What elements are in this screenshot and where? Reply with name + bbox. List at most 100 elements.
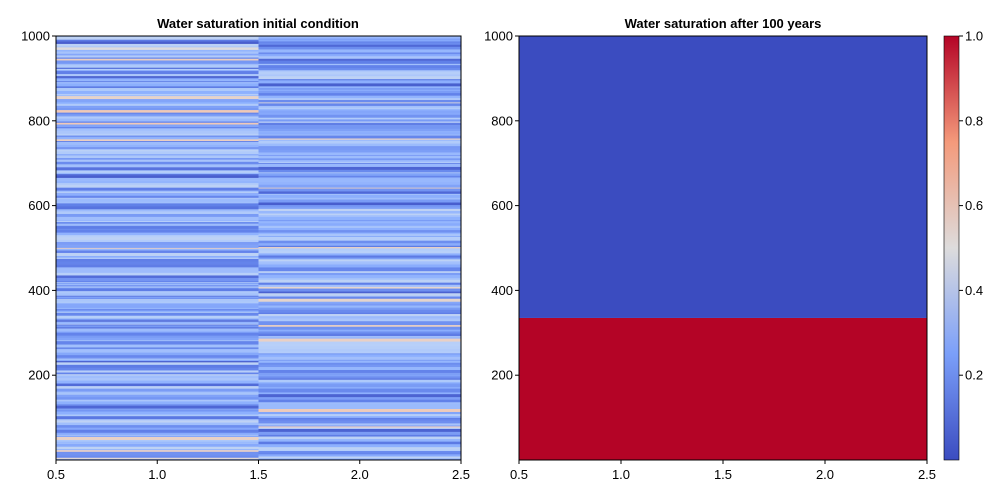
heatmap-layer-cell — [56, 98, 259, 102]
heatmap-layer-cell — [258, 372, 462, 376]
heatmap-layer-cell — [258, 210, 462, 214]
heatmap-layer-cell — [258, 130, 462, 133]
heatmap-layer-cell — [56, 436, 259, 440]
heatmap-layer-cell — [56, 354, 259, 358]
heatmap-layer-cell — [258, 270, 462, 273]
heatmap-layer-cell — [258, 44, 462, 47]
heatmap-layer-cell — [258, 417, 462, 419]
heatmap-layer-cell — [258, 227, 462, 231]
heatmap-layer-cell — [258, 225, 462, 228]
heatmap-layer-cell — [258, 58, 462, 61]
heatmap-layer-cell — [56, 393, 259, 395]
heatmap-layer-cell — [258, 191, 462, 193]
heatmap-layer-cell — [258, 364, 462, 368]
heatmap-layer-cell — [258, 338, 462, 342]
heatmap-layer-cell — [56, 109, 259, 113]
heatmap-layer-cell — [258, 295, 462, 297]
heatmap-layer-cell — [56, 236, 259, 240]
heatmap-layer-cell — [56, 360, 259, 363]
left-y-tick-label: 800 — [28, 113, 50, 128]
heatmap-layer-cell — [56, 177, 259, 181]
heatmap-layer-cell — [56, 448, 259, 451]
heatmap-layer-cell — [56, 295, 259, 297]
heatmap-layer-cell — [56, 377, 259, 381]
heatmap-layer-cell — [258, 163, 462, 167]
heatmap-layer-cell — [56, 201, 259, 204]
heatmap-layer-cell — [56, 187, 259, 191]
heatmap-layer-cell — [56, 439, 259, 442]
right-y-tick-label: 400 — [491, 283, 513, 298]
heatmap-layer-cell — [56, 337, 259, 341]
heatmap-layer-cell — [56, 408, 259, 410]
heatmap-layer-cell — [258, 320, 462, 324]
heatmap-layer-cell — [258, 150, 462, 153]
heatmap-layer-cell — [56, 277, 259, 281]
heatmap-layer-cell — [258, 229, 462, 233]
heatmap-layer-cell — [258, 214, 462, 217]
heatmap-layer-cell — [56, 206, 259, 210]
right-y-tick-label: 200 — [491, 368, 513, 383]
after-100-years-heatmap: Water saturation after 100 years 0.5 1.0 1… — [484, 16, 936, 482]
heatmap-layer-cell — [56, 120, 259, 122]
heatmap-layer-cell — [258, 274, 462, 278]
heatmap-layer-cell — [258, 427, 462, 429]
heatmap-layer-cell — [56, 182, 259, 185]
heatmap-layer-cell — [258, 289, 462, 292]
heatmap-layer-cell — [56, 286, 259, 288]
heatmap-layer-cell — [258, 121, 462, 123]
heatmap-layer-cell — [258, 396, 462, 400]
heatmap-layer-cell — [56, 312, 259, 316]
heatmap-layer-cell — [258, 301, 462, 304]
left-y-tick-label: 200 — [28, 368, 50, 383]
heatmap-layer-cell — [258, 317, 462, 320]
heatmap-layer-cell — [258, 113, 462, 115]
heatmap-layer-cell — [258, 108, 462, 111]
heatmap-layer-cell — [258, 298, 462, 302]
heatmap-layer-cell — [56, 420, 259, 423]
heatmap-layer-cell — [258, 403, 462, 407]
right-chart-title: Water saturation after 100 years — [625, 16, 822, 31]
heatmap-layer-cell — [56, 55, 259, 58]
heatmap-layer-cell — [56, 94, 259, 97]
heatmap-layer-cell — [258, 246, 462, 249]
heatmap-layer-cell — [258, 87, 462, 90]
heatmap-layer-cell — [56, 375, 259, 379]
heatmap-layer-cell — [258, 134, 462, 136]
heatmap-layer-cell — [56, 66, 259, 68]
heatmap-layer-cell — [258, 145, 462, 149]
left-axes: 0.5 1.0 1.5 2.0 2.5 200 400 600 800 1000 — [21, 29, 470, 483]
heatmap-layer-cell — [258, 202, 462, 206]
heatmap-layer-cell — [56, 60, 259, 64]
heatmap-layer-cell — [56, 213, 259, 217]
heatmap-layer-cell — [56, 126, 259, 129]
heatmap-layer-cell — [56, 308, 259, 311]
heatmap-layer-cell — [56, 137, 259, 140]
heatmap-layer-cell — [56, 326, 259, 328]
heatmap-layer-cell — [258, 166, 462, 170]
heatmap-layer-cell — [258, 172, 462, 174]
heatmap-layer-cell — [56, 347, 259, 349]
heatmap-layer-cell — [56, 418, 259, 421]
heatmap-layer-cell — [56, 281, 259, 284]
heatmap-layer-cell — [56, 223, 259, 226]
heatmap-layer-cell — [56, 151, 259, 155]
heatmap-layer-cell — [56, 159, 259, 162]
heatmap-layer-cell — [56, 302, 259, 304]
heatmap-layer-cell — [56, 307, 259, 309]
heatmap-layer-cell — [258, 286, 462, 289]
heatmap-layer-cell — [258, 333, 462, 337]
heatmap-layer-cell — [258, 269, 462, 272]
heatmap-layer-cell — [56, 57, 259, 59]
right-x-tick-label: 2.0 — [816, 467, 834, 482]
heatmap-layer-cell — [56, 234, 259, 238]
colorbar-tick-label: 0.4 — [965, 283, 983, 298]
heatmap-layer-cell — [56, 87, 259, 91]
heatmap-layer-cell — [258, 154, 462, 156]
heatmap-layer-cell — [56, 73, 259, 77]
heatmap-layer-cell — [56, 431, 259, 433]
heatmap-layer-cell — [56, 443, 259, 447]
heatmap-layer-cell — [258, 428, 462, 432]
heatmap-layer-cell — [56, 95, 259, 100]
left-y-tick-label: 600 — [28, 198, 50, 213]
heatmap-layer-cell — [258, 282, 462, 285]
